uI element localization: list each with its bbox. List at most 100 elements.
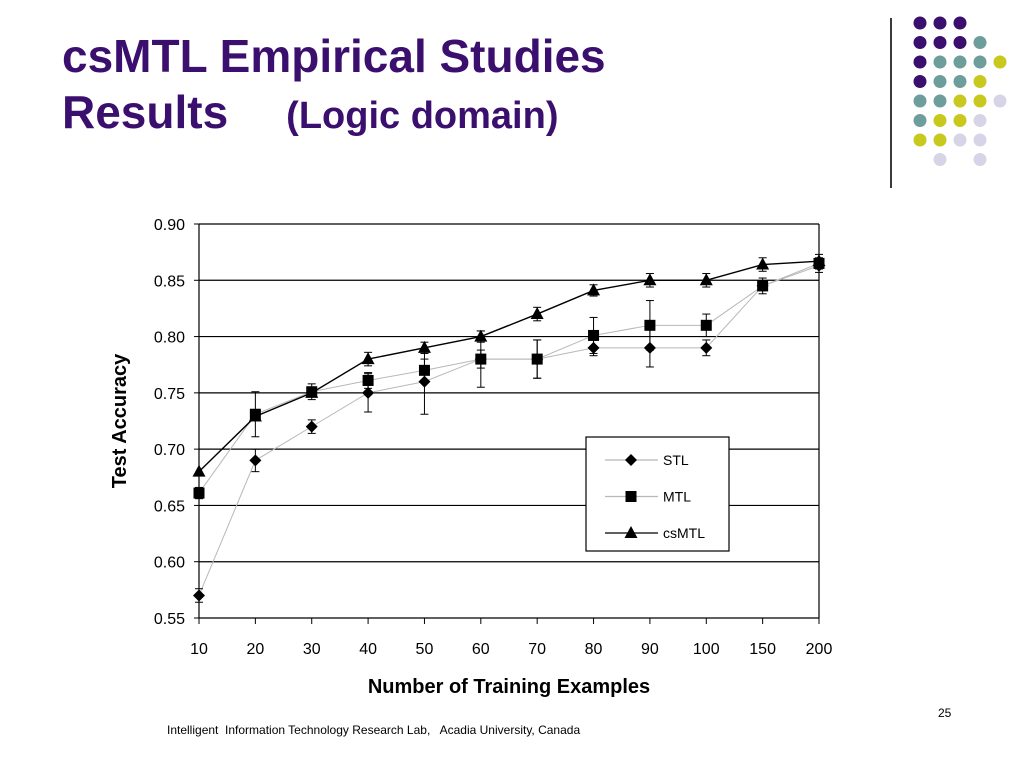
legend-marker [625,454,637,466]
decorative-dot [953,114,967,127]
chart-legend: STL MTL csMTL [585,436,730,552]
x-tick-label: 100 [693,641,720,658]
x-tick-label: 200 [806,641,833,658]
decorative-dot [973,75,987,88]
decorative-dot [973,94,987,108]
decorative-dot [953,36,967,49]
y-tick-label: 0.80 [154,330,185,347]
decorative-dot [973,133,987,147]
decorative-dot [953,16,967,30]
x-tick-label: 50 [416,641,434,658]
data-point-csmtl [305,385,319,398]
page-number: 25 [938,706,952,720]
x-tick-label: 40 [359,641,377,658]
decorative-dot [913,133,927,147]
decorative-dot [913,36,927,49]
y-tick-label: 0.75 [154,386,185,403]
data-point-csmtl [361,352,375,365]
accuracy-line-chart: 0.90 0.85 0.80 0.75 0.70 0.65 0.60 0.55 10 20 30 40… [109,217,833,698]
x-axis-label: Number of Training Examples [368,676,650,698]
data-point-stl [362,386,375,399]
data-point-stl [700,341,713,354]
decorative-dot [973,114,987,127]
y-tick-label: 0.60 [154,555,185,572]
x-tick-label: 30 [303,641,321,658]
decorative-dot [953,75,967,88]
decorative-dot [973,55,987,69]
decorative-dot [993,55,1007,69]
data-point-csmtl [530,307,544,320]
footer-text: Intelligent Information Technology Resea… [167,723,581,737]
data-point-mtl [362,374,374,386]
data-point-mtl [475,353,487,365]
data-point-mtl [700,319,712,331]
data-point-csmtl [812,254,826,267]
slide-title: csMTL Empirical Studies Results (Logic do… [62,28,606,144]
decorative-dot [913,75,927,88]
decorative-dot [933,94,947,108]
data-point-stl [193,589,205,602]
legend-marker [624,526,638,538]
x-tick-label: 60 [472,641,490,658]
data-point-csmtl [248,409,262,422]
decorative-dot [933,114,947,127]
legend-box [585,436,730,552]
data-point-mtl [588,329,600,341]
title-results: Results [62,86,229,138]
decorative-dot [913,94,927,108]
y-tick-label: 0.55 [154,611,185,628]
series-line [198,260,820,473]
title-line-2: Results (Logic domain) [62,84,606,144]
decorative-dot [913,16,927,30]
data-point-csmtl [643,273,657,286]
y-tick-label: 0.85 [154,273,185,290]
data-point-csmtl [417,340,431,353]
decorative-dot-grid [913,16,1007,166]
decorative-dot [993,94,1007,108]
decorative-dot [953,133,967,147]
decorative-dot [913,114,927,127]
legend-marker [625,491,637,502]
decorative-divider [890,18,892,188]
y-axis-label: Test Accuracy [109,353,131,488]
decorative-dot [973,36,987,49]
data-point-mtl [757,280,769,292]
series-stl [193,258,825,603]
data-point-mtl [193,487,205,499]
x-tick-label: 10 [190,641,208,658]
series-line [198,262,820,494]
y-tick-label: 0.90 [154,217,185,234]
decorative-dot [933,55,947,69]
y-tick-label: 0.65 [154,498,185,515]
x-tick-label: 70 [528,641,546,658]
title-subtitle: (Logic domain) [286,95,559,137]
legend-label: STL [663,452,689,468]
decorative-dot [953,55,967,69]
data-point-stl [305,420,318,433]
decorative-dot [973,153,987,166]
legend-label: csMTL [663,525,705,541]
x-tick-label: 150 [749,641,776,658]
decorative-dot [933,133,947,147]
decorative-dot [933,75,947,88]
data-point-csmtl [587,283,601,296]
decorative-dot [933,16,947,30]
title-line-1: csMTL Empirical Studies [62,30,606,82]
decorative-dot [913,55,927,69]
decorative-dot [953,94,967,108]
x-tick-label: 80 [585,641,603,658]
data-point-mtl [531,353,543,365]
series-csmtl [192,253,826,477]
legend-label: MTL [663,489,691,505]
data-point-stl [249,454,262,467]
decorative-dot [933,153,947,166]
decorative-dot [933,36,947,49]
data-point-csmtl [192,464,206,477]
data-point-csmtl [699,273,713,286]
data-point-mtl [418,364,430,376]
y-tick-label: 0.70 [154,442,185,459]
x-tick-label: 20 [246,641,264,658]
series-mtl [193,257,825,500]
data-point-csmtl [756,257,770,270]
data-point-csmtl [474,329,488,342]
